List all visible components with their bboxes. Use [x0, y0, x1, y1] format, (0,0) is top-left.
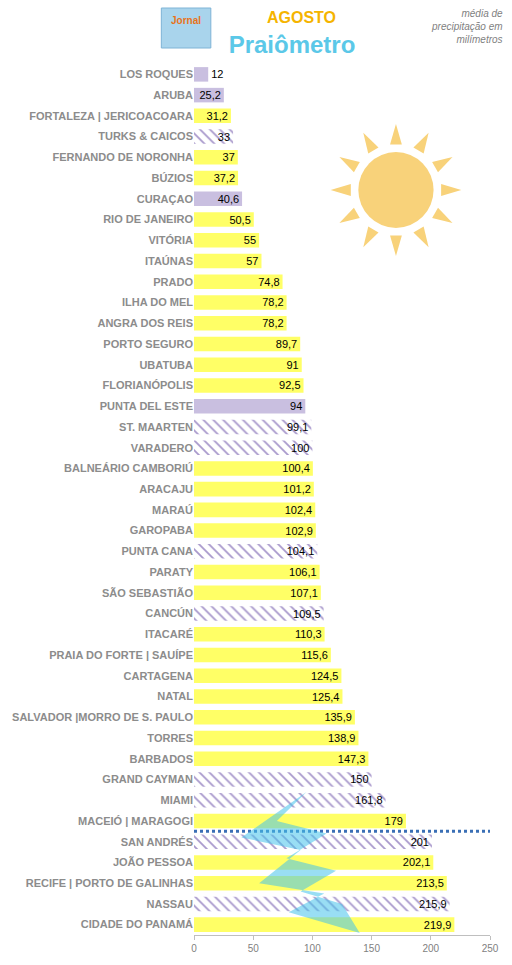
svg-text:102,9: 102,9: [285, 525, 313, 537]
svg-text:NASSAU: NASSAU: [147, 898, 194, 910]
svg-text:ARUBA: ARUBA: [153, 89, 193, 101]
svg-text:161,8: 161,8: [355, 794, 383, 806]
svg-text:109,5: 109,5: [293, 608, 321, 620]
svg-text:94: 94: [290, 400, 302, 412]
svg-text:PRAIA DO FORTE | SAUÍPE: PRAIA DO FORTE | SAUÍPE: [49, 649, 193, 661]
svg-text:147,3: 147,3: [338, 753, 366, 765]
svg-text:201: 201: [411, 836, 429, 848]
svg-text:101,2: 101,2: [283, 483, 311, 495]
svg-text:PRADO: PRADO: [153, 276, 193, 288]
svg-text:100: 100: [304, 943, 321, 954]
svg-text:102,4: 102,4: [285, 504, 313, 516]
svg-text:ILHA DO MEL: ILHA DO MEL: [122, 296, 193, 308]
svg-text:MIAMI: MIAMI: [161, 794, 193, 806]
svg-text:40,6: 40,6: [218, 193, 239, 205]
svg-text:FORTALEZA | JERICOACOARA: FORTALEZA | JERICOACOARA: [29, 110, 193, 122]
svg-text:PARATY: PARATY: [149, 566, 193, 578]
svg-text:TURKS & CAICOS: TURKS & CAICOS: [98, 130, 193, 142]
svg-text:PUNTA CANA: PUNTA CANA: [122, 545, 194, 557]
svg-text:ARACAJU: ARACAJU: [139, 483, 193, 495]
svg-text:219,9: 219,9: [424, 919, 452, 931]
svg-text:50: 50: [248, 943, 260, 954]
svg-text:33: 33: [218, 131, 230, 143]
svg-text:média deprecipitação emmilímet: média deprecipitação emmilímetros: [431, 8, 503, 45]
svg-text:LOS ROQUES: LOS ROQUES: [120, 68, 193, 80]
svg-text:TORRES: TORRES: [147, 732, 193, 744]
svg-text:213,5: 213,5: [416, 877, 444, 889]
svg-text:37: 37: [223, 151, 235, 163]
svg-text:78,2: 78,2: [262, 317, 283, 329]
svg-text:Jornal: Jornal: [171, 15, 201, 26]
svg-text:31,2: 31,2: [207, 110, 228, 122]
svg-text:CARTAGENA: CARTAGENA: [124, 670, 194, 682]
svg-text:NATAL: NATAL: [157, 690, 193, 702]
svg-text:VITÓRIA: VITÓRIA: [148, 234, 193, 246]
svg-text:150: 150: [363, 943, 380, 954]
svg-text:ITACARÉ: ITACARÉ: [145, 628, 193, 640]
svg-text:PUNTA DEL ESTE: PUNTA DEL ESTE: [100, 400, 193, 412]
svg-text:104,1: 104,1: [287, 545, 315, 557]
svg-text:RECIFE | PORTO DE GALINHAS: RECIFE | PORTO DE GALINHAS: [26, 877, 193, 889]
svg-text:GRAND CAYMAN: GRAND CAYMAN: [102, 773, 193, 785]
svg-text:GAROPABA: GAROPABA: [130, 524, 193, 536]
svg-text:55: 55: [244, 234, 256, 246]
svg-text:FLORIANÓPOLIS: FLORIANÓPOLIS: [103, 379, 193, 391]
svg-text:74,8: 74,8: [258, 276, 279, 288]
svg-text:107,1: 107,1: [290, 587, 318, 599]
svg-text:FERNANDO DE NORONHA: FERNANDO DE NORONHA: [52, 151, 193, 163]
svg-text:215,9: 215,9: [419, 898, 447, 910]
svg-text:37,2: 37,2: [214, 172, 235, 184]
svg-text:SÃO SEBASTIÃO: SÃO SEBASTIÃO: [102, 587, 194, 599]
svg-text:ANGRA DOS REIS: ANGRA DOS REIS: [97, 317, 193, 329]
svg-text:91: 91: [286, 359, 298, 371]
svg-text:92,5: 92,5: [279, 379, 300, 391]
svg-text:BARBADOS: BARBADOS: [129, 753, 193, 765]
svg-text:250: 250: [482, 943, 499, 954]
svg-text:CIDADE DO PANAMÁ: CIDADE DO PANAMÁ: [81, 918, 193, 930]
svg-text:110,3: 110,3: [295, 628, 322, 640]
svg-text:78,2: 78,2: [262, 296, 283, 308]
svg-text:JOÃO PESSOA: JOÃO PESSOA: [113, 856, 193, 868]
svg-text:AGOSTO: AGOSTO: [267, 9, 336, 26]
svg-text:CANCÚN: CANCÚN: [145, 607, 193, 619]
svg-text:100: 100: [291, 442, 309, 454]
svg-text:PORTO SEGURO: PORTO SEGURO: [103, 338, 193, 350]
svg-text:200: 200: [422, 943, 439, 954]
svg-text:135,9: 135,9: [324, 711, 352, 723]
svg-text:BÚZIOS: BÚZIOS: [151, 172, 193, 184]
svg-text:VARADERO: VARADERO: [131, 442, 194, 454]
svg-text:179: 179: [385, 815, 403, 827]
svg-text:25,2: 25,2: [199, 89, 220, 101]
svg-text:89,7: 89,7: [276, 338, 297, 350]
svg-text:UBATUBA: UBATUBA: [139, 359, 193, 371]
svg-text:ST. MAARTEN: ST. MAARTEN: [119, 421, 193, 433]
svg-text:MARAÚ: MARAÚ: [152, 504, 193, 516]
svg-text:150: 150: [350, 773, 368, 785]
svg-text:SAN ANDRÉS: SAN ANDRÉS: [121, 836, 193, 848]
svg-text:BALNEÁRIO CAMBORIÚ: BALNEÁRIO CAMBORIÚ: [64, 462, 193, 474]
svg-text:0: 0: [191, 943, 197, 954]
svg-text:100,4: 100,4: [282, 462, 310, 474]
svg-text:50,5: 50,5: [229, 214, 250, 226]
svg-text:99,1: 99,1: [287, 421, 308, 433]
svg-text:MACEIÓ | MARAGOGI: MACEIÓ | MARAGOGI: [78, 815, 193, 827]
svg-text:115,6: 115,6: [301, 649, 328, 661]
svg-text:RIO DE JANEIRO: RIO DE JANEIRO: [103, 213, 193, 225]
svg-text:57: 57: [246, 255, 258, 267]
svg-text:138,9: 138,9: [328, 732, 356, 744]
svg-text:12: 12: [211, 68, 223, 80]
svg-text:Praiômetro: Praiômetro: [229, 31, 356, 58]
svg-text:SALVADOR |MORRO DE S. PAULO: SALVADOR |MORRO DE S. PAULO: [12, 711, 193, 723]
svg-text:CURAÇAO: CURAÇAO: [137, 193, 194, 205]
svg-text:124,5: 124,5: [311, 670, 339, 682]
svg-text:202,1: 202,1: [403, 856, 431, 868]
svg-text:125,4: 125,4: [312, 691, 340, 703]
svg-text:106,1: 106,1: [289, 566, 317, 578]
svg-text:ITAÚNAS: ITAÚNAS: [145, 255, 193, 267]
